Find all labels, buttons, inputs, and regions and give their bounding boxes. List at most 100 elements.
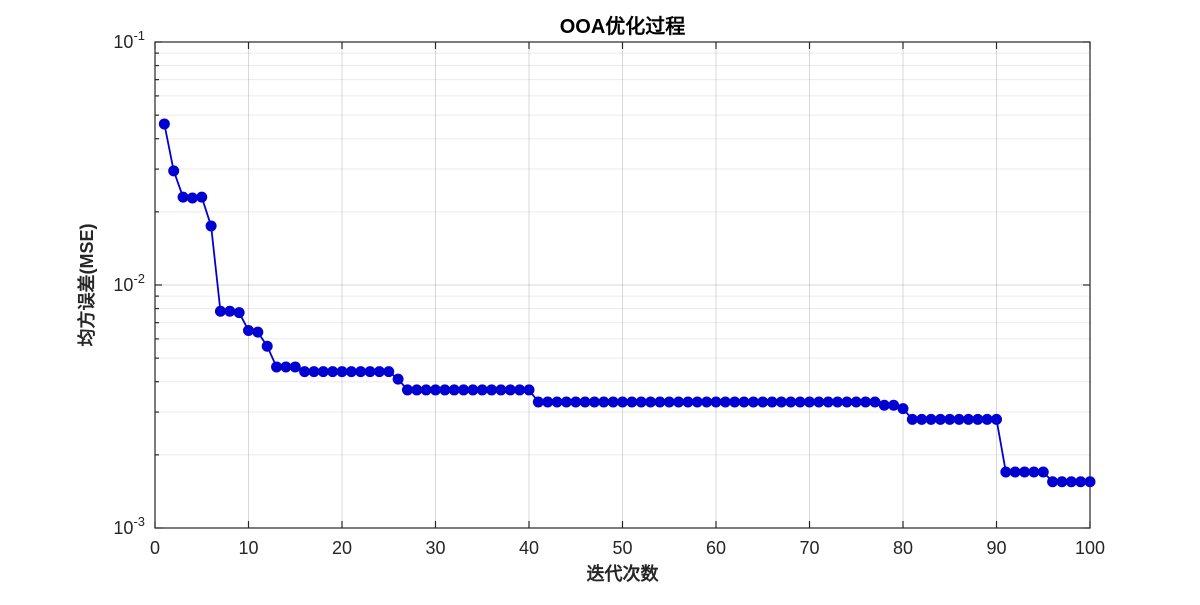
data-point — [1019, 466, 1031, 478]
data-point — [673, 396, 685, 408]
data-point — [766, 396, 778, 408]
x-axis-label: 迭代次数 — [586, 564, 659, 584]
data-point — [327, 366, 339, 378]
x-tick-label: 40 — [519, 538, 539, 558]
major-grid — [155, 42, 1090, 528]
data-point — [832, 396, 844, 408]
x-tick-label: 70 — [799, 538, 819, 558]
data-point — [1000, 466, 1012, 478]
data-point — [1075, 476, 1087, 488]
data-point — [196, 191, 208, 203]
data-point — [1028, 466, 1040, 478]
data-point — [691, 396, 703, 408]
data-point — [355, 366, 367, 378]
data-point — [1065, 476, 1077, 488]
data-point — [710, 396, 722, 408]
data-point — [317, 366, 329, 378]
data-point — [439, 384, 451, 396]
data-point — [598, 396, 610, 408]
tick-marks — [154, 41, 1091, 529]
data-point — [916, 413, 928, 425]
data-point — [813, 396, 825, 408]
data-point — [551, 396, 563, 408]
data-point — [962, 413, 974, 425]
data-point — [981, 413, 993, 425]
data-point — [906, 413, 918, 425]
data-point — [841, 396, 853, 408]
data-point — [1056, 476, 1068, 488]
data-point — [785, 396, 797, 408]
data-point — [860, 396, 872, 408]
data-point — [345, 366, 357, 378]
data-point — [448, 384, 460, 396]
data-point — [738, 396, 750, 408]
data-point — [682, 396, 694, 408]
data-point — [794, 396, 806, 408]
series-markers — [158, 118, 1096, 488]
y-tick-label: 10-2 — [113, 271, 145, 295]
data-point — [775, 396, 787, 408]
data-point — [186, 192, 198, 204]
data-point — [364, 366, 376, 378]
data-point — [953, 413, 965, 425]
data-point — [158, 118, 170, 130]
data-point — [261, 340, 273, 352]
y-axis-label: 均方误差(MSE) — [77, 223, 97, 347]
x-tick-label: 10 — [238, 538, 258, 558]
data-point — [897, 403, 909, 415]
data-point — [467, 384, 479, 396]
data-point — [224, 305, 236, 317]
data-point — [944, 413, 956, 425]
data-point — [1037, 466, 1049, 478]
data-point — [804, 396, 815, 408]
data-point — [560, 396, 572, 408]
data-point — [991, 413, 1002, 425]
data-point — [523, 384, 535, 396]
data-point — [701, 396, 713, 408]
data-point — [645, 396, 657, 408]
data-point — [654, 396, 666, 408]
x-tick-label: 80 — [893, 538, 913, 558]
data-point — [233, 307, 245, 319]
x-tick-label: 50 — [612, 538, 632, 558]
x-tick-label: 100 — [1075, 538, 1105, 558]
data-point — [401, 384, 413, 396]
data-point — [486, 384, 498, 396]
data-point — [177, 191, 189, 203]
data-point — [504, 384, 516, 396]
x-tick-label: 20 — [332, 538, 352, 558]
data-point — [299, 366, 311, 378]
data-point — [411, 384, 423, 396]
data-point — [729, 396, 741, 408]
y-tick-label: 10-1 — [113, 28, 145, 52]
data-point — [336, 366, 348, 378]
data-point — [289, 361, 301, 373]
data-point — [280, 361, 292, 373]
data-point — [635, 396, 647, 408]
data-point — [972, 413, 984, 425]
data-point — [476, 384, 488, 396]
data-point — [934, 413, 946, 425]
data-point — [514, 384, 526, 396]
x-tick-label: 90 — [986, 538, 1006, 558]
data-point — [719, 396, 731, 408]
x-tick-label: 0 — [150, 538, 160, 558]
data-point — [1009, 466, 1021, 478]
minor-grid — [155, 52, 1090, 456]
y-tick-labels: 10-1 10-2 10-3 — [113, 28, 145, 538]
data-point — [308, 366, 320, 378]
data-point — [430, 384, 441, 396]
data-point — [252, 326, 264, 338]
data-point — [420, 384, 432, 396]
data-point — [271, 361, 283, 373]
series-line — [163, 123, 1090, 483]
chart-title: OOA优化过程 — [559, 16, 686, 38]
data-point — [617, 396, 628, 408]
data-point — [532, 396, 544, 408]
data-point — [214, 305, 226, 317]
data-point — [383, 366, 395, 378]
data-point — [1084, 476, 1096, 488]
data-point — [822, 396, 834, 408]
